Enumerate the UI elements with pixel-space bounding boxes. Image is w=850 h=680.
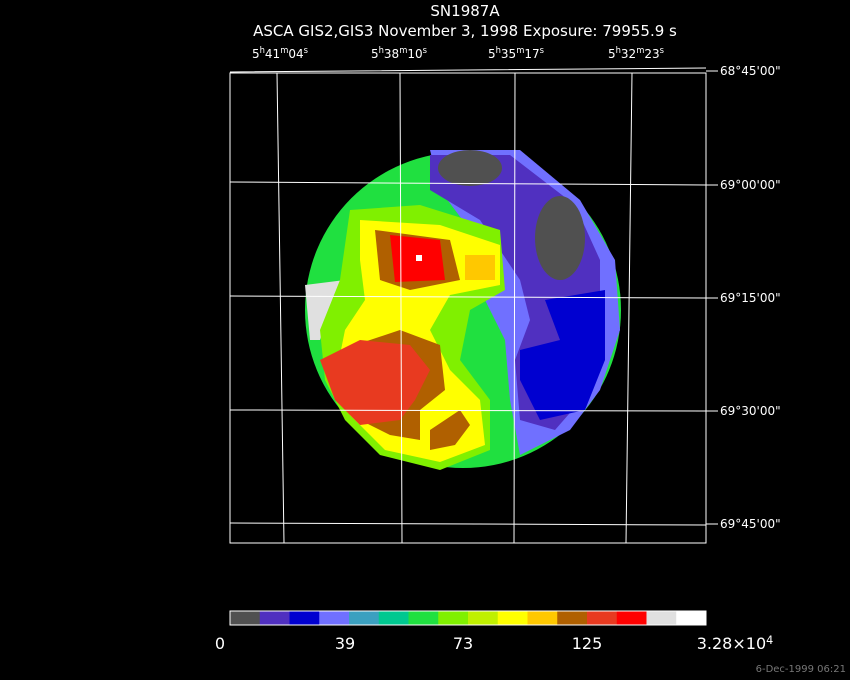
region (438, 150, 502, 186)
label-part: 0 (215, 634, 225, 653)
region (320, 340, 430, 425)
label: 0 (215, 634, 225, 653)
image (305, 150, 621, 470)
dec-label: 68°45'00" (720, 64, 781, 78)
label: 73 (453, 634, 473, 653)
region (535, 196, 585, 280)
title: SN1987A (430, 2, 500, 20)
label: 5h32m23s (608, 45, 664, 61)
label-part: 35 (501, 47, 516, 61)
superscript: m (399, 45, 407, 55)
plot-frame (229, 72, 707, 544)
region (465, 255, 495, 280)
superscript: h (260, 45, 265, 55)
label-part: 10 (407, 47, 422, 61)
label: 5h38m10s (371, 45, 427, 61)
colorbar-cell (349, 611, 380, 625)
label-part: 17 (524, 47, 539, 61)
colorbar-cell (230, 611, 261, 625)
region (416, 255, 422, 261)
superscript: m (636, 45, 644, 55)
label: 3.28×104 (697, 634, 774, 653)
superscript: m (516, 45, 524, 55)
superscript: s (304, 45, 308, 55)
colorbar-cell (557, 611, 588, 625)
colorbar-cell (468, 611, 499, 625)
colorbar-cell (676, 611, 707, 625)
colorbar-cell (319, 611, 350, 625)
label-part: 5 (608, 47, 616, 61)
superscript: s (423, 45, 427, 55)
label: 125 (572, 634, 603, 653)
colorbar-cell (527, 611, 558, 625)
superscript: 4 (766, 634, 773, 647)
colorbar-frame (229, 610, 707, 626)
superscript: h (496, 45, 501, 55)
label-part: 23 (644, 47, 659, 61)
region (430, 410, 470, 450)
label-part: 41 (265, 47, 280, 61)
label-part: 73 (453, 634, 473, 653)
label-part: 125 (572, 634, 603, 653)
region (520, 290, 605, 420)
colorbar-cell (408, 611, 439, 625)
colorbar-cell (259, 611, 290, 625)
superscript: h (379, 45, 384, 55)
superscript: m (280, 45, 288, 55)
colorbar: 0 39 73 125 3.28×104 (215, 610, 774, 653)
label: 5h41m04s (252, 45, 308, 61)
timestamp: 6-Dec-1999 06:21 (756, 664, 846, 675)
colorbar-cell (289, 611, 320, 625)
coordinate-grid (229, 67, 707, 544)
colorbar-cell (438, 611, 469, 625)
colorbar-cell (497, 611, 528, 625)
label-part: 5 (371, 47, 379, 61)
colorbar-cell (646, 611, 677, 625)
dec-grid-line (229, 67, 707, 526)
label: 39 (335, 634, 355, 653)
dec-labels: 68°45'00" 69°00'00" 69°15'00" 69°30'00" 69°4… (706, 64, 781, 531)
label-part: 3.28×10 (697, 634, 766, 653)
label: 5h35m17s (488, 45, 544, 61)
dec-label: 69°15'00" (720, 291, 781, 305)
ra-grid-line (276, 72, 633, 544)
dec-label: 69°00'00" (720, 178, 781, 192)
superscript: s (660, 45, 664, 55)
subtitle: ASCA GIS2,GIS3 November 3, 1998 Exposure… (253, 22, 677, 40)
label-part: 39 (335, 634, 355, 653)
label-part: 32 (621, 47, 636, 61)
superscript: s (540, 45, 544, 55)
colorbar-cell (587, 611, 618, 625)
dec-label: 69°30'00" (720, 404, 781, 418)
label-part: 5 (488, 47, 496, 61)
ra-labels: 5h41m04s 5h38m10s 5h35m17s 5h32m23s (252, 45, 664, 61)
superscript: h (616, 45, 621, 55)
label-part: 38 (384, 47, 399, 61)
dec-label: 69°45'00" (720, 517, 781, 531)
label-part: 04 (288, 47, 303, 61)
colorbar-cell (378, 611, 409, 625)
label-part: 5 (252, 47, 260, 61)
colorbar-cell (616, 611, 647, 625)
